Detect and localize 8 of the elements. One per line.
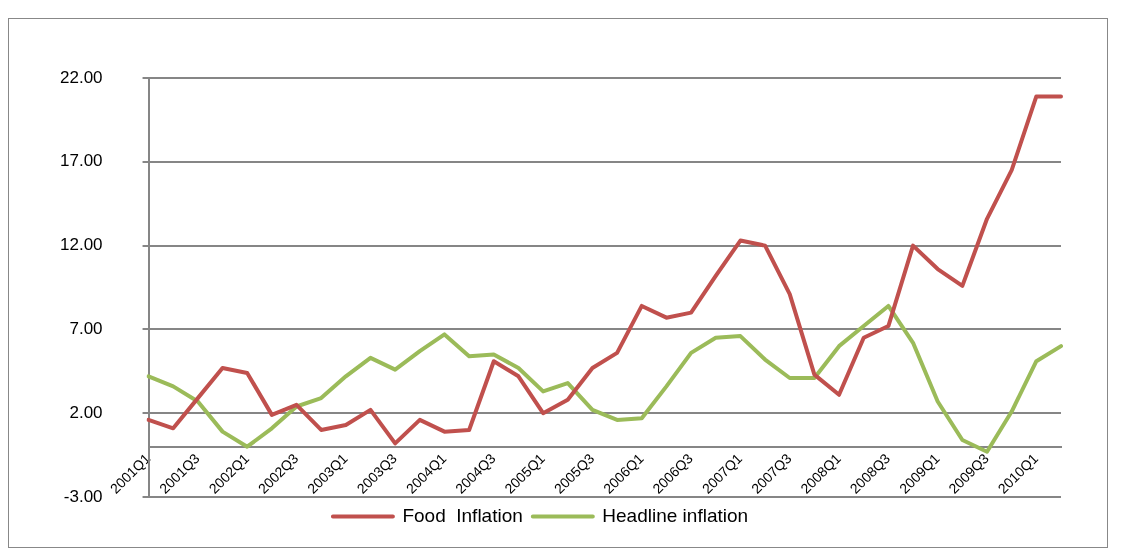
legend-label: Food Inflation [402, 504, 523, 526]
y-tick-label: 7.00 [69, 319, 103, 339]
y-tick-label: 2.00 [69, 402, 103, 422]
y-tick-label: 22.00 [59, 67, 103, 87]
y-tick-label: 12.00 [59, 235, 103, 255]
legend-label: Headline inflation [602, 504, 749, 526]
y-tick-label: -3.00 [63, 486, 103, 506]
y-tick-label: 17.00 [59, 151, 103, 171]
